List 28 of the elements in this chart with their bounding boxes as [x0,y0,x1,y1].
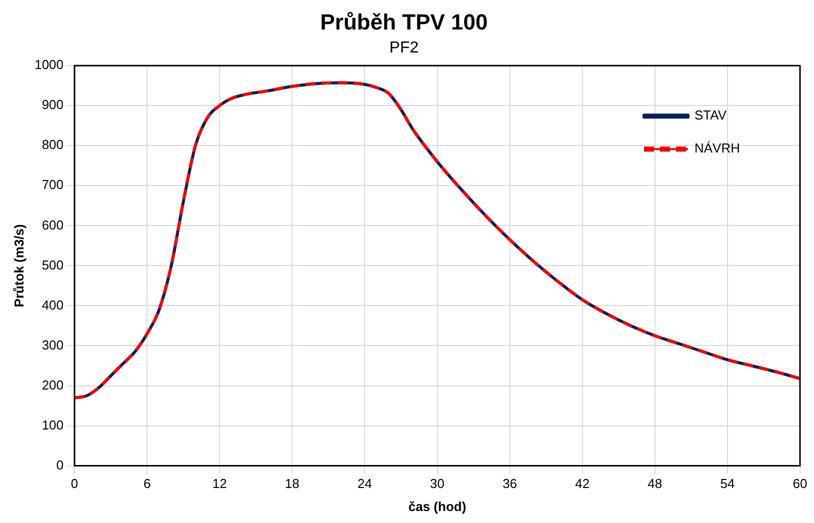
chart-subtitle: PF2 [389,39,419,56]
x-tick-label: 18 [284,476,300,492]
y-tick-label: 600 [42,217,64,232]
legend-label: STAV [694,108,727,123]
x-tick-label: 42 [575,476,590,492]
x-tick-label: 0 [70,476,78,492]
y-tick-label: 400 [42,297,64,312]
x-tick-label: 24 [357,476,372,492]
y-tick-label: 700 [42,177,64,192]
y-tick-label: 0 [56,457,64,472]
x-tick-label: 60 [792,476,808,492]
x-axis-title: čas (hod) [408,498,466,514]
x-tick-label: 30 [430,476,444,492]
x-tick-label: 48 [648,476,662,492]
y-tick-label: 500 [42,257,64,272]
y-tick-label: 1000 [34,57,64,72]
x-tick-label: 6 [143,476,151,492]
y-tick-label: 300 [42,337,64,352]
y-axis-title: Průtok (m3/s) [11,224,26,308]
x-tick-label: 54 [720,476,735,492]
legend-label: NÁVRH [694,140,740,156]
chart-title: Průběh TPV 100 [320,9,488,34]
x-tick-label: 12 [212,476,227,492]
y-tick-label: 200 [42,377,64,392]
x-tick-label: 36 [502,476,518,492]
y-tick-label: 100 [42,417,64,432]
y-tick-label: 900 [42,97,64,112]
y-tick-label: 800 [42,137,64,152]
